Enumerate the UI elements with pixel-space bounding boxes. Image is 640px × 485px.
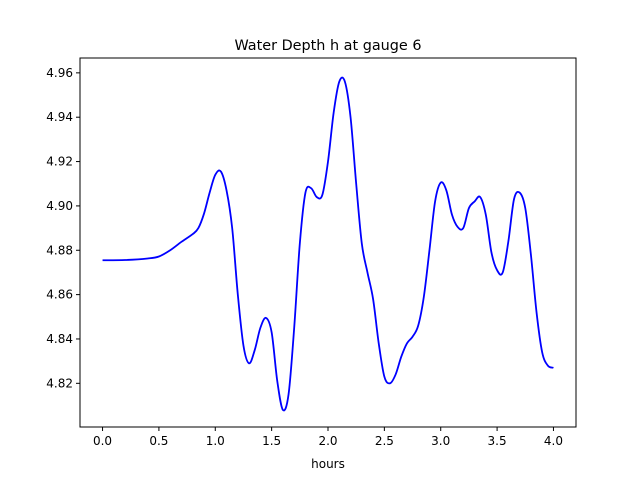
x-tick-label: 0.5 <box>149 434 168 448</box>
x-axis-ticks: 0.0 0.5 1.0 1.5 2.0 2.5 3.0 3.5 4.0 <box>93 427 563 448</box>
y-tick-label: 4.88 <box>46 243 73 257</box>
x-tick-label: 3.0 <box>431 434 450 448</box>
x-tick-label: 3.5 <box>488 434 507 448</box>
y-tick-label: 4.90 <box>46 199 73 213</box>
y-tick-label: 4.94 <box>46 110 73 124</box>
y-tick-label: 4.96 <box>46 66 73 80</box>
x-tick-label: 1.5 <box>262 434 281 448</box>
plot-area <box>102 76 554 412</box>
x-tick-label: 2.0 <box>318 434 337 448</box>
x-axis-label: hours <box>311 457 345 471</box>
series-line <box>102 76 554 412</box>
x-tick-label: 1.0 <box>206 434 225 448</box>
y-tick-label: 4.84 <box>46 332 73 346</box>
chart-title: Water Depth h at gauge 6 <box>234 38 421 54</box>
x-tick-label: 0.0 <box>93 434 112 448</box>
y-tick-label: 4.92 <box>46 155 73 169</box>
axes-frame <box>79 57 577 428</box>
y-axis-ticks: 4.82 4.84 4.86 4.88 4.90 4.92 4.94 4.96 <box>46 66 80 390</box>
y-tick-label: 4.82 <box>46 376 73 390</box>
y-tick-label: 4.86 <box>46 288 73 302</box>
x-tick-label: 4.0 <box>544 434 563 448</box>
x-tick-label: 2.5 <box>375 434 394 448</box>
